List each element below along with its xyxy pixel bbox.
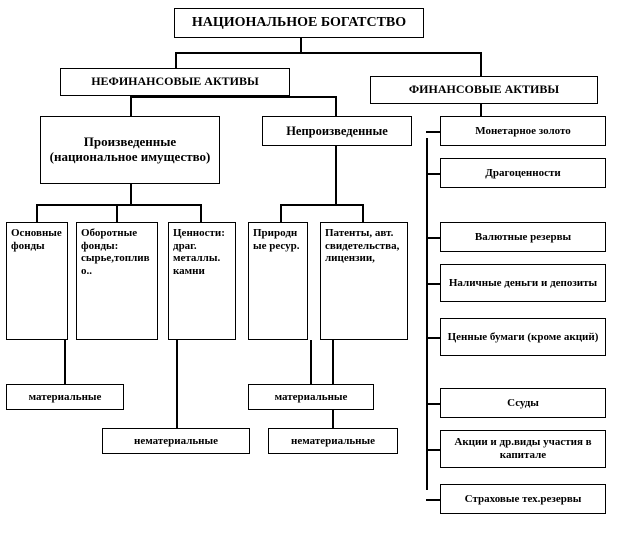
connector-vertical — [426, 138, 428, 490]
connector-vertical — [200, 204, 202, 222]
connector-vertical — [310, 340, 312, 384]
connector-vertical — [300, 38, 302, 52]
material-2: материальные — [248, 384, 374, 410]
connector-vertical — [176, 340, 178, 428]
connector-horizontal — [426, 449, 440, 451]
connector-horizontal — [280, 204, 362, 206]
connector-horizontal — [175, 52, 480, 54]
material-1: материальные — [6, 384, 124, 410]
fin-item-3: Наличные деньги и депозиты — [440, 264, 606, 302]
produced-box: Произведенные (национальное имущество) — [40, 116, 220, 184]
connector-vertical — [116, 204, 118, 222]
connector-vertical — [335, 146, 337, 204]
sub-item-0: Основные фонды — [6, 222, 68, 340]
diagram-root: НАЦИОНАЛЬНОЕ БОГАТСТВО НЕФИНАНСОВЫЕ АКТИВ… — [0, 0, 620, 534]
connector-horizontal — [426, 237, 440, 239]
financial-assets-box: ФИНАНСОВЫЕ АКТИВЫ — [370, 76, 598, 104]
fin-item-5: Ссуды — [440, 388, 606, 418]
connector-horizontal — [426, 131, 440, 133]
connector-vertical — [36, 204, 38, 222]
connector-vertical — [64, 340, 66, 384]
connector-vertical — [480, 52, 482, 76]
immaterial-1: нематериальные — [102, 428, 250, 454]
connector-vertical — [362, 204, 364, 222]
fin-item-4: Ценные бумаги (кроме акций) — [440, 318, 606, 356]
connector-vertical — [175, 52, 177, 68]
nonproduced-box: Непроизведенные — [262, 116, 412, 146]
fin-item-2: Валютные резервы — [440, 222, 606, 252]
fin-item-7: Страховые тех.резервы — [440, 484, 606, 514]
connector-vertical — [480, 104, 482, 116]
connector-horizontal — [36, 204, 200, 206]
connector-horizontal — [426, 499, 440, 501]
nonfinancial-assets-box: НЕФИНАНСОВЫЕ АКТИВЫ — [60, 68, 290, 96]
immaterial-2: нематериальные — [268, 428, 398, 454]
connector-horizontal — [426, 403, 440, 405]
sub-item-4: Патенты, авт. свидетельства, лицензии, — [320, 222, 408, 340]
fin-item-0: Монетарное золото — [440, 116, 606, 146]
connector-vertical — [130, 184, 132, 204]
fin-item-1: Драгоценности — [440, 158, 606, 188]
sub-item-1: Оборотные фонды: сырье,топливо.. — [76, 222, 158, 340]
connector-vertical — [280, 204, 282, 222]
sub-item-2: Ценности: драг. металлы. камни — [168, 222, 236, 340]
connector-vertical — [130, 96, 132, 116]
fin-item-6: Акции и др.виды участия в капитале — [440, 430, 606, 468]
connector-horizontal — [426, 337, 440, 339]
connector-horizontal — [130, 96, 335, 98]
connector-vertical — [335, 96, 337, 116]
title-box: НАЦИОНАЛЬНОЕ БОГАТСТВО — [174, 8, 424, 38]
sub-item-3: Природные ресур. — [248, 222, 308, 340]
connector-horizontal — [426, 283, 440, 285]
connector-horizontal — [426, 173, 440, 175]
